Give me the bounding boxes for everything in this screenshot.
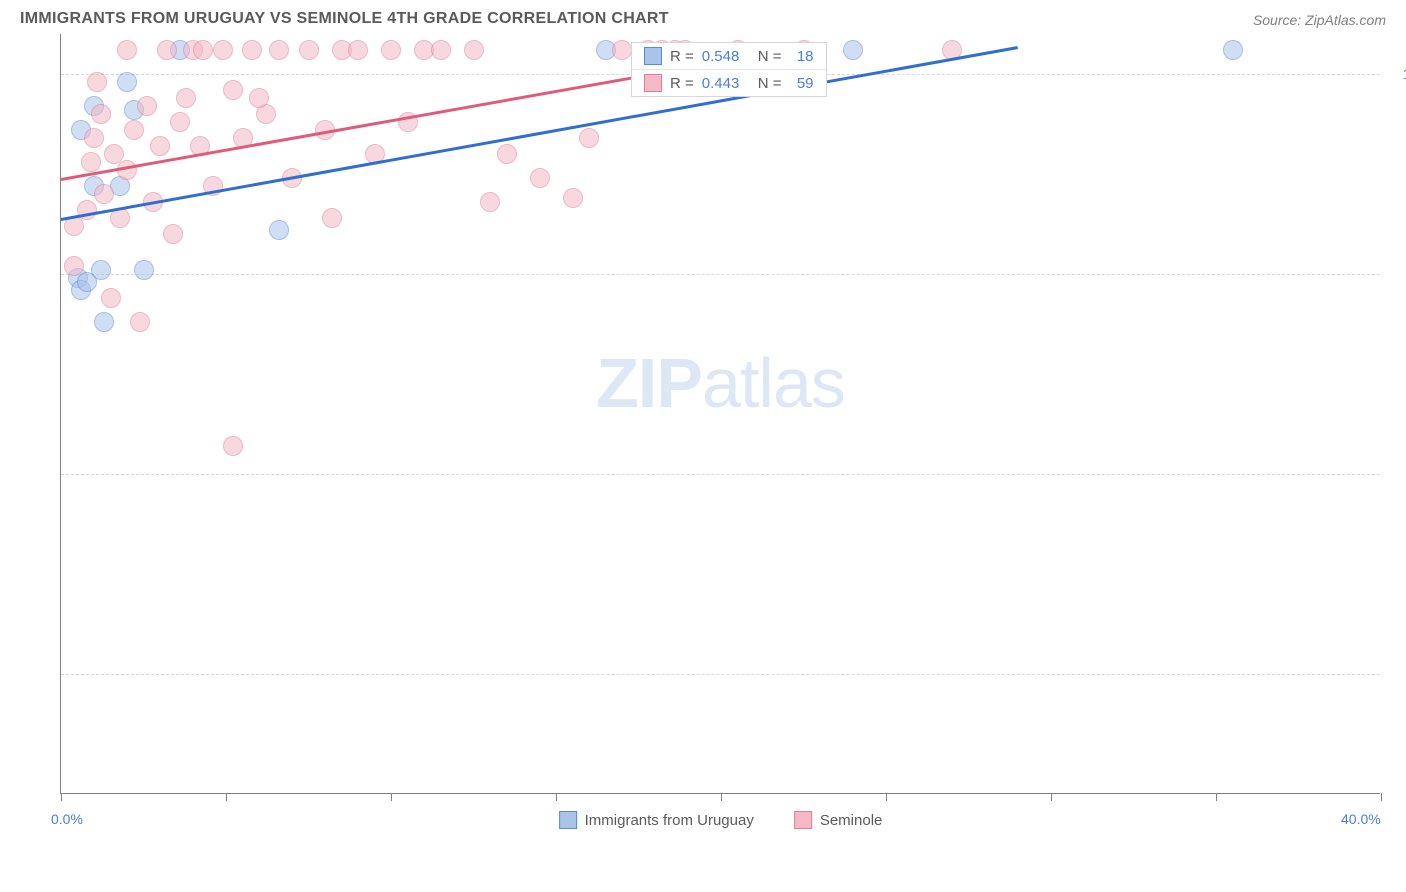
scatter-point (431, 40, 451, 60)
legend-swatch (559, 811, 577, 829)
x-tick (1051, 793, 1052, 801)
watermark-light: atlas (702, 344, 845, 422)
x-tick (721, 793, 722, 801)
scatter-point (101, 288, 121, 308)
scatter-point (242, 40, 262, 60)
chart-title: IMMIGRANTS FROM URUGUAY VS SEMINOLE 4TH … (20, 10, 669, 28)
legend-n-value: 18 (790, 48, 814, 65)
scatter-point (91, 104, 111, 124)
gridline-h (61, 474, 1380, 475)
scatter-point (464, 40, 484, 60)
y-tick-label: 95.0% (1390, 466, 1406, 482)
legend-r-key: R = (670, 75, 694, 92)
scatter-point (223, 436, 243, 456)
legend-r-value: 0.443 (702, 75, 750, 92)
gridline-h (61, 274, 1380, 275)
chart-plot-area: ZIPatlas R =0.548N =18R =0.443N =59 Immi… (60, 34, 1380, 794)
scatter-point (269, 220, 289, 240)
scatter-point (157, 40, 177, 60)
bottom-legend: Immigrants from Uruguay Seminole (559, 811, 883, 829)
scatter-point (81, 152, 101, 172)
scatter-point (124, 120, 144, 140)
scatter-point (579, 128, 599, 148)
scatter-point (497, 144, 517, 164)
x-tick (61, 793, 62, 801)
scatter-point (213, 40, 233, 60)
x-tick (556, 793, 557, 801)
scatter-point (249, 88, 269, 108)
scatter-point (843, 40, 863, 60)
scatter-point (163, 224, 183, 244)
legend-n-value: 59 (790, 75, 814, 92)
watermark: ZIPatlas (596, 343, 845, 423)
legend-stats-box: R = 0.548 N = 18 R = 0.443 N = 59 (631, 42, 827, 97)
scatter-point (94, 184, 114, 204)
legend-stats-row: R = 0.548 N = 18 (632, 43, 826, 70)
watermark-bold: ZIP (596, 344, 702, 422)
scatter-point (480, 192, 500, 212)
x-axis-max-label: 40.0% (1341, 811, 1381, 827)
bottom-legend-label: Seminole (820, 812, 883, 829)
y-tick-label: 92.5% (1390, 666, 1406, 682)
legend-swatch (644, 47, 662, 65)
x-tick (226, 793, 227, 801)
scatter-point (130, 312, 150, 332)
x-tick (1216, 793, 1217, 801)
gridline-h (61, 674, 1380, 675)
legend-n-key: N = (758, 75, 782, 92)
scatter-point (64, 256, 84, 276)
legend-stats-row: R = 0.443 N = 59 (632, 70, 826, 96)
legend-swatch (794, 811, 812, 829)
legend-swatch (644, 74, 662, 92)
scatter-point (84, 128, 104, 148)
scatter-point (563, 188, 583, 208)
scatter-point (299, 40, 319, 60)
scatter-point (223, 80, 243, 100)
scatter-point (1223, 40, 1243, 60)
scatter-point (170, 112, 190, 132)
scatter-point (176, 88, 196, 108)
source-label: Source: ZipAtlas.com (1253, 12, 1386, 28)
scatter-point (117, 40, 137, 60)
scatter-point (87, 72, 107, 92)
x-tick (886, 793, 887, 801)
scatter-point (612, 40, 632, 60)
scatter-point (193, 40, 213, 60)
scatter-point (94, 312, 114, 332)
scatter-point (530, 168, 550, 188)
scatter-point (150, 136, 170, 156)
legend-n-key: N = (758, 48, 782, 65)
bottom-legend-item: Seminole (794, 811, 883, 829)
scatter-point (381, 40, 401, 60)
scatter-point (269, 40, 289, 60)
bottom-legend-item: Immigrants from Uruguay (559, 811, 754, 829)
bottom-legend-label: Immigrants from Uruguay (585, 812, 754, 829)
x-tick (391, 793, 392, 801)
scatter-point (117, 72, 137, 92)
x-axis-min-label: 0.0% (51, 811, 83, 827)
legend-r-key: R = (670, 48, 694, 65)
trend-line (61, 46, 1018, 220)
scatter-point (134, 260, 154, 280)
x-tick (1381, 793, 1382, 801)
scatter-point (91, 260, 111, 280)
y-tick-label: 97.5% (1390, 266, 1406, 282)
legend-r-value: 0.548 (702, 48, 750, 65)
scatter-point (137, 96, 157, 116)
y-tick-label: 100.0% (1390, 66, 1406, 82)
y-axis-label: 4th Grade (0, 381, 1, 448)
scatter-point (322, 208, 342, 228)
scatter-point (348, 40, 368, 60)
